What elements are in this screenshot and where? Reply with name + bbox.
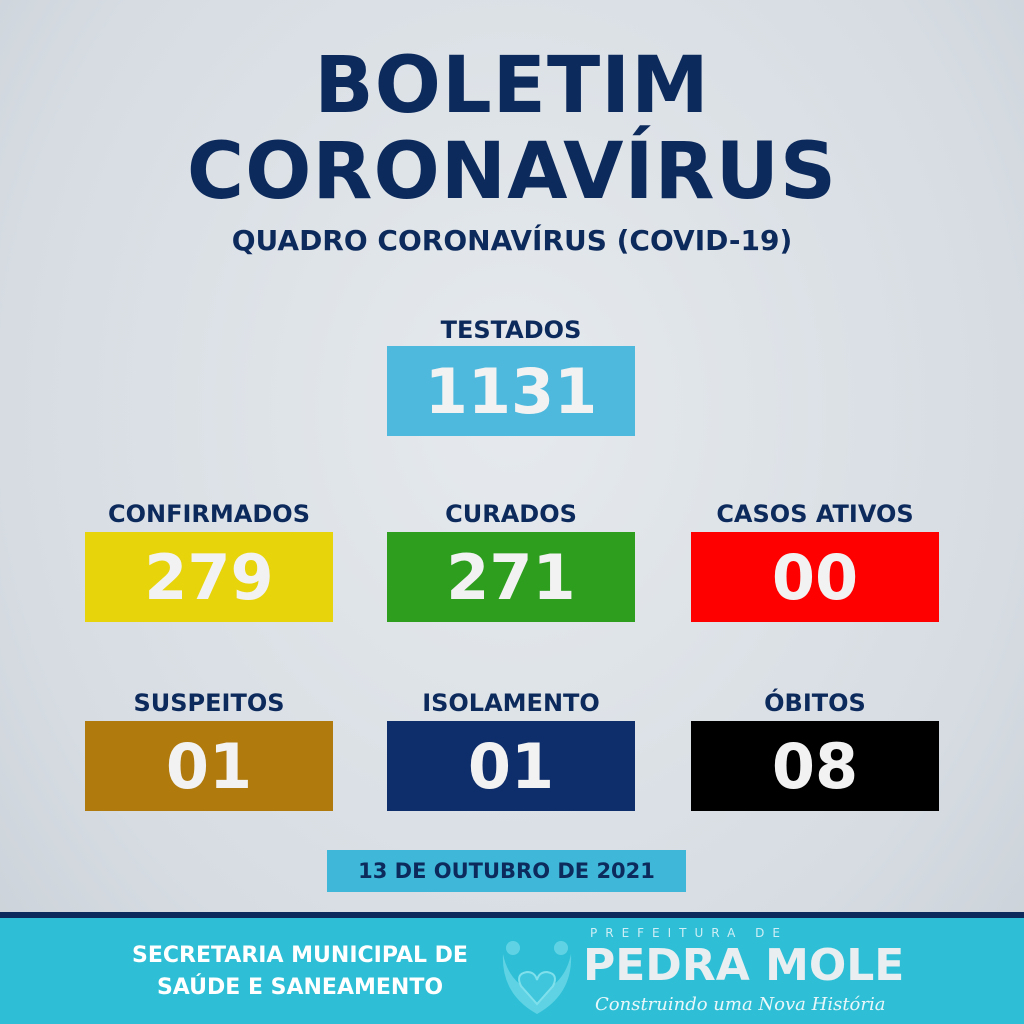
stat-value-box: 271 (387, 532, 635, 622)
title-line2: CORONAVÍRUS (186, 127, 838, 217)
stat-value-box: 01 (85, 721, 333, 811)
stat-label: CONFIRMADOS (108, 500, 310, 528)
subtitle: QUADRO CORONAVÍRUS (COVID-19) (231, 224, 793, 257)
stat-value-box: 279 (85, 532, 333, 622)
logo-slogan: Construindo uma Nova História (595, 994, 886, 1015)
date-badge: 13 DE OUTUBRO DE 2021 (327, 850, 686, 892)
heart-people-icon (502, 941, 572, 1014)
stat-value-box: 00 (691, 532, 939, 622)
stat-label: SUSPEITOS (133, 689, 285, 717)
secretaria-line1: SECRETARIA MUNICIPAL DE (132, 943, 468, 968)
pedra-mole-logo: PREFEITURA DE PEDRA MOLE Construindo uma… (495, 924, 904, 1024)
stat-label: CURADOS (445, 500, 577, 528)
stat-value-box: 01 (387, 721, 635, 811)
logo-name: PEDRA MOLE (583, 940, 905, 991)
stat-label: ÓBITOS (764, 689, 866, 717)
secretaria: SECRETARIA MUNICIPAL DE SAÚDE E SANEAMEN… (115, 940, 485, 1004)
logo-prefeitura: PREFEITURA DE (590, 926, 788, 940)
stat-label: ISOLAMENTO (422, 689, 600, 717)
stat-value-box: 08 (691, 721, 939, 811)
stat-value-box: 1131 (387, 346, 635, 436)
title-line1: BOLETIM (314, 41, 710, 131)
secretaria-line2: SAÚDE E SANEAMENTO (156, 975, 444, 1000)
stat-label: CASOS ATIVOS (716, 500, 914, 528)
stat-label: TESTADOS (440, 316, 582, 344)
footer: SECRETARIA MUNICIPAL DE SAÚDE E SANEAMEN… (0, 912, 1024, 1024)
